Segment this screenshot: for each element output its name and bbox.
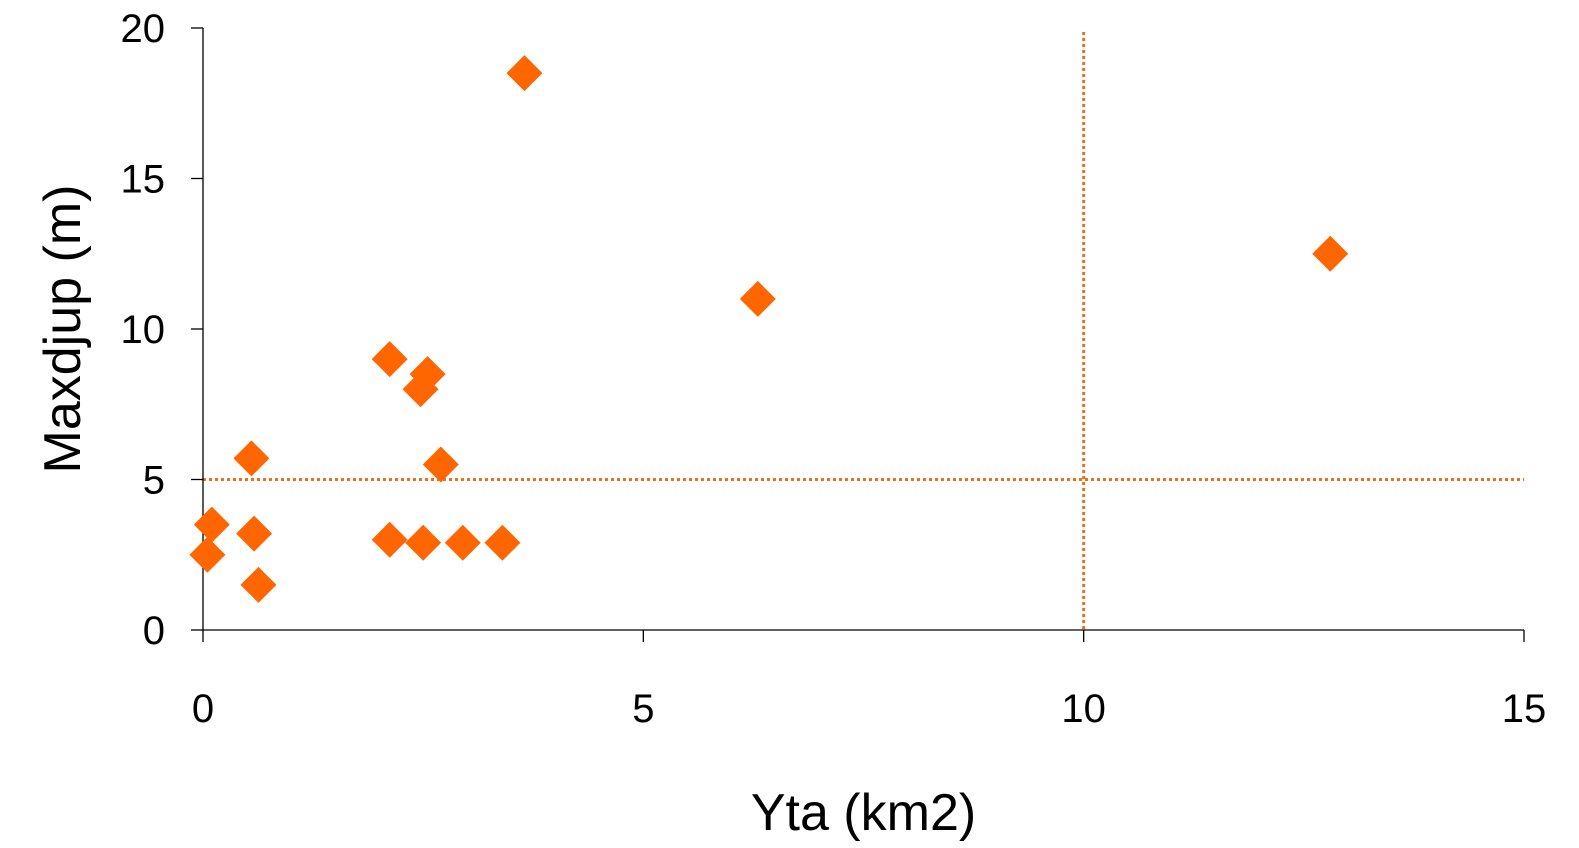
data-point — [484, 524, 521, 561]
y-tick-label: 15 — [121, 158, 166, 202]
data-point — [506, 55, 543, 92]
data-point — [422, 446, 459, 483]
data-point — [189, 536, 226, 573]
data-point — [240, 566, 277, 603]
y-tick-label: 0 — [143, 609, 165, 653]
tick-labels: 0 5 10 15 20 0 5 10 15 — [121, 7, 1547, 731]
reference-lines — [203, 32, 1524, 630]
data-point — [444, 524, 481, 561]
data-point — [405, 524, 442, 561]
data-point — [233, 440, 270, 477]
x-tick-label: 15 — [1502, 687, 1547, 731]
x-tick-label: 0 — [192, 687, 214, 731]
x-axis-title: Yta (km2) — [751, 784, 976, 842]
data-point — [1312, 235, 1349, 272]
x-tick-label: 10 — [1061, 687, 1106, 731]
data-point — [739, 280, 776, 317]
y-axis-title: Maxdjup (m) — [34, 185, 92, 474]
y-tick-label: 20 — [121, 7, 166, 51]
data-point — [193, 506, 230, 543]
x-tick-label: 5 — [632, 687, 654, 731]
data-points — [189, 55, 1349, 603]
y-tick-label: 10 — [121, 308, 166, 352]
data-point — [236, 515, 273, 552]
data-point — [409, 356, 446, 393]
y-tick-label: 5 — [143, 459, 165, 503]
data-point — [371, 341, 408, 378]
data-point — [371, 521, 408, 558]
